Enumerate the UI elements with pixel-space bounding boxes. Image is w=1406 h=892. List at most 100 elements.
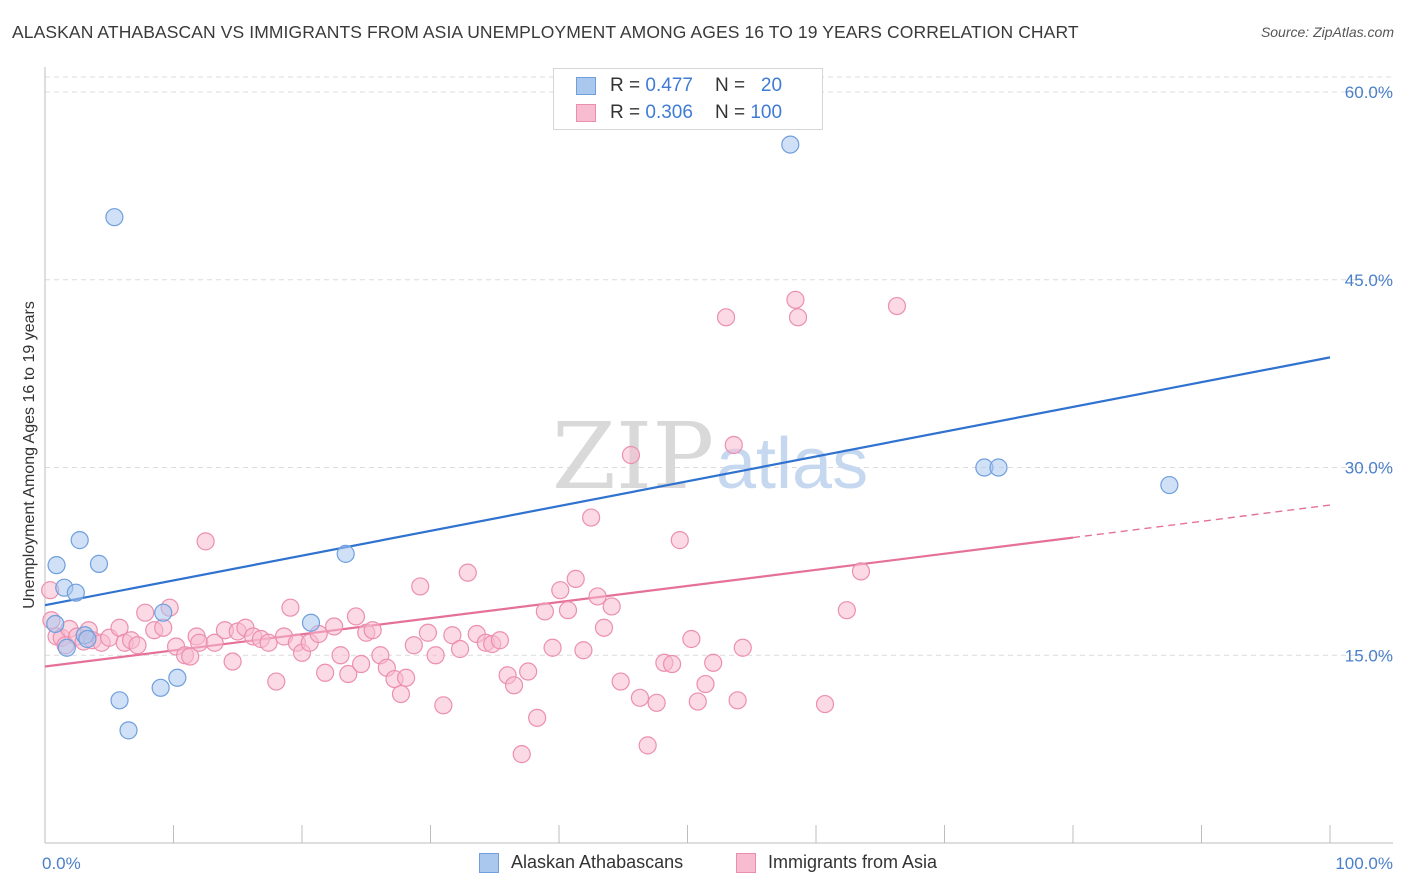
y-tick-label: 60.0% [1345,83,1393,102]
legend-swatch-blue [479,852,499,873]
legend-swatch-pink [736,852,756,873]
athabascan-point [57,638,76,657]
immigrant-point [181,647,200,666]
athabascan-point [168,668,187,687]
immigrant-point [512,745,531,764]
immigrant-point [504,676,524,695]
immigrant-point [339,664,358,684]
immigrant-point [450,639,470,659]
immigrant-point [196,532,215,551]
athabascan-point [110,691,129,710]
watermark-atlas: atlas [716,424,868,504]
legend-row-athabascans: R = 0.477 N = 20 [576,74,782,98]
axes [44,67,1393,844]
legend-n-label: N = [714,75,746,96]
immigrant-point [670,531,689,550]
legend-r-label: R = [610,102,641,123]
immigrant-point [128,636,147,655]
immigrant-point [267,672,286,691]
legend-swatch-blue [576,77,596,95]
immigrant-point [728,691,747,710]
athabascan-point [89,554,109,573]
immigrant-point [418,623,438,642]
immigrant-point [594,618,614,637]
immigrant-point [205,633,224,652]
athabascan-point [46,614,65,634]
legend-item-label: Immigrants from Asia [768,852,938,872]
chart-title: ALASKAN ATHABASCAN VS IMMIGRANTS FROM AS… [12,22,1079,42]
immigrant-point [630,688,650,707]
immigrant-point [490,631,509,650]
athabascan-point [336,544,355,563]
immigrant-point [458,563,477,582]
immigrant-point [588,587,607,606]
athabascan-point [154,603,173,622]
tick-labels: 15.0% 30.0% 45.0% 60.0% 0.0% 100.0% [42,83,1393,873]
immigrant-point [434,696,453,715]
immigrant-point [551,581,570,600]
immigrant-point [574,641,593,660]
immigrant-point [316,663,335,682]
immigrant-point [724,435,743,455]
immigrant-point [696,674,715,694]
immigrant-point [543,638,562,657]
athabascan-point [151,678,170,697]
immigrant-point [404,636,423,655]
immigrant-point [887,296,907,316]
immigrant-point [363,621,382,640]
immigrant-point [190,633,209,652]
legend-n-value: 20 [760,75,783,96]
immigrant-point [716,308,736,327]
immigrant-point [528,708,547,727]
immigrant-point [411,577,430,596]
immigrant-point [396,668,416,687]
immigrant-point [519,662,538,681]
immigrant-point [682,629,701,649]
legend-item-label: Alaskan Athabascans [511,852,684,872]
y-tick-label: 45.0% [1345,271,1393,290]
athabascan-point [47,556,66,575]
legend-item-immigrants[interactable]: Immigrants from Asia [736,852,937,873]
athabascan-point [105,208,124,227]
athabascan-point [301,613,321,632]
legend-swatch-pink [576,104,596,122]
x-tick-label: 100.0% [1335,854,1393,873]
correlation-legend: R = 0.477 N = 20 R = 0.306 N = 100 [553,68,823,130]
immigrant-point [688,692,707,711]
immigrant-point [391,684,411,704]
immigrant-point [704,653,723,672]
immigrant-point [788,308,808,327]
immigrant-point [558,601,578,620]
athabascan-point [1160,475,1179,495]
y-tick-label: 15.0% [1345,646,1393,665]
athabascan-point [70,531,89,550]
athabascan-point [989,458,1008,477]
immigrant-point [851,562,871,581]
athabascan-trend-line [44,356,1331,607]
immigrant-point [281,598,300,617]
legend-r-value: 0.477 [645,75,693,96]
immigrant-point [611,672,630,691]
gridlines [45,76,1393,656]
immigrant-point [647,693,666,712]
data-points [41,135,1179,764]
immigrant-point [638,736,657,755]
legend-n-label: N = [714,102,746,123]
athabascan-point [66,583,85,602]
athabascan-point [78,629,97,649]
immigrant-point [325,617,344,636]
immigrant-point [535,602,554,621]
immigrant-point [733,638,752,657]
immigrant-point [662,654,682,674]
legend-r-label: R = [610,75,641,96]
immigrant-trend-extension [1072,504,1331,539]
legend-item-athabascans[interactable]: Alaskan Athabascans [479,852,683,873]
athabascan-point [119,721,138,740]
immigrant-point [621,445,641,465]
y-tick-label: 30.0% [1345,459,1393,478]
x-tick-label: 0.0% [42,854,81,873]
immigrant-point [815,694,835,714]
immigrant-point [331,646,350,665]
immigrant-point [352,654,371,674]
